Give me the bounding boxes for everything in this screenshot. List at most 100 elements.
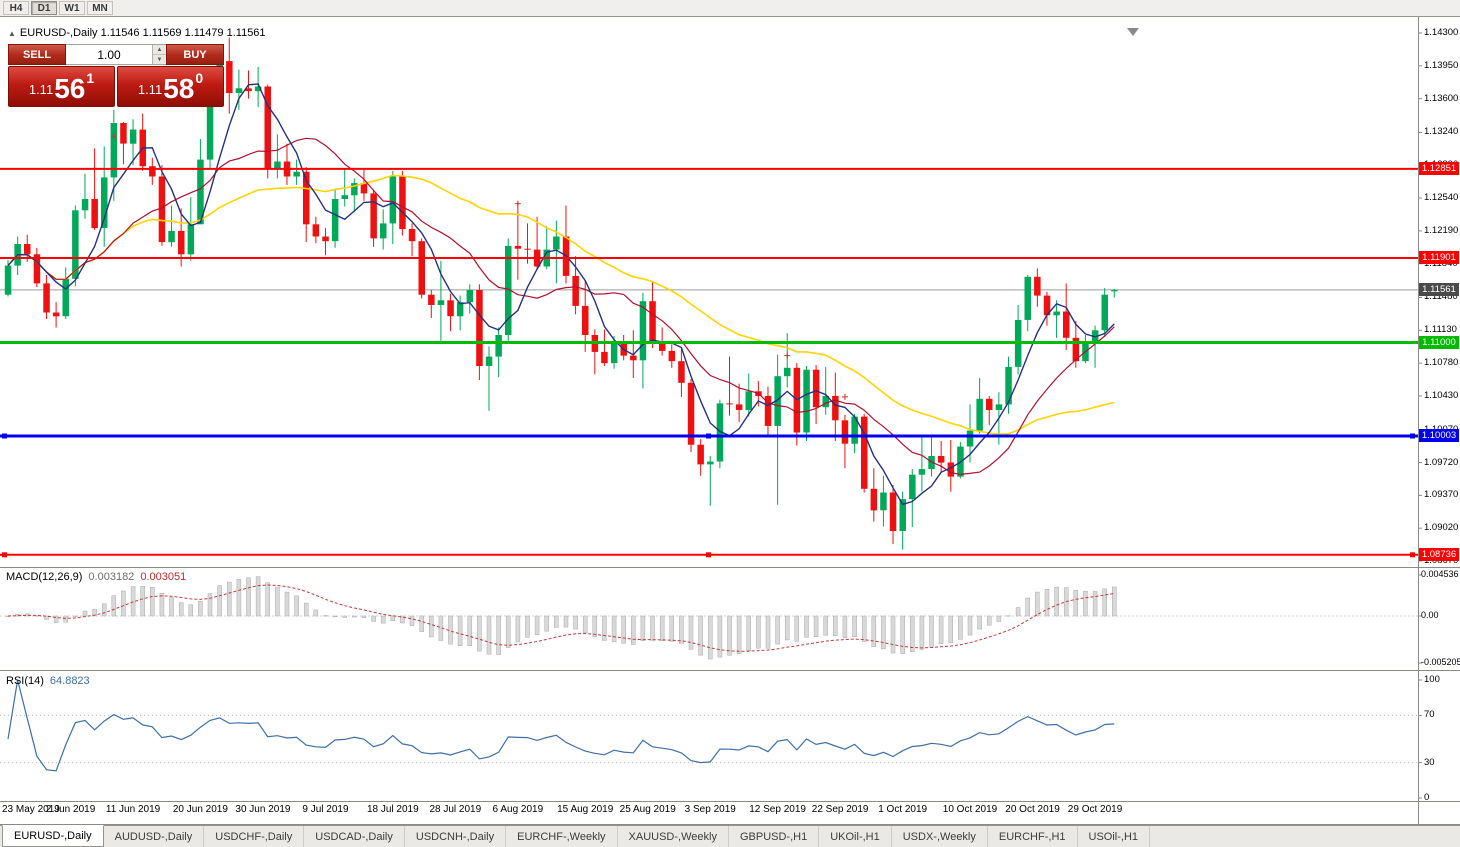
level-handle[interactable] xyxy=(706,433,711,439)
macd-bar xyxy=(400,615,405,624)
macd-bar xyxy=(217,585,222,617)
macd-bar xyxy=(361,615,367,618)
ma-34-line xyxy=(7,174,1115,436)
macd-bar xyxy=(1006,615,1011,617)
macd-signal-value: 0.003051 xyxy=(140,571,187,583)
macd-bar xyxy=(890,615,896,654)
candle-body xyxy=(264,86,271,169)
timeframe-w1[interactable]: W1 xyxy=(59,1,85,15)
macd-bar xyxy=(63,615,68,623)
rsi-name: RSI(14) xyxy=(6,675,44,687)
sell-price-big: 56 xyxy=(54,73,86,104)
tab-eurusd-daily[interactable]: EURUSD-,Daily xyxy=(2,825,104,847)
chart-shift-marker[interactable] xyxy=(1127,28,1139,36)
tab-audusd-daily[interactable]: AUDUSD-,Daily xyxy=(104,826,205,847)
tab-eurchf-h1[interactable]: EURCHF-,H1 xyxy=(988,826,1078,847)
level-handle[interactable] xyxy=(2,552,7,558)
candle-body xyxy=(24,244,31,255)
candle-body xyxy=(1053,311,1060,316)
macd-bar xyxy=(140,586,145,617)
macd-bar xyxy=(227,581,232,617)
candle-body xyxy=(62,278,69,317)
candle-body xyxy=(91,199,98,229)
candle-body xyxy=(447,300,454,317)
macd-bar xyxy=(342,615,347,618)
macd-bar xyxy=(150,586,155,617)
candle-body xyxy=(466,290,474,303)
tab-usdchf-daily[interactable]: USDCHF-,Daily xyxy=(204,826,305,847)
tab-gbpusd-h1[interactable]: GBPUSD-,H1 xyxy=(729,826,820,847)
candle-body xyxy=(735,404,743,410)
macd-bar xyxy=(371,615,376,622)
level-handle[interactable] xyxy=(1410,552,1415,558)
macd-main-value: 0.003182 xyxy=(88,571,135,583)
macd-bar xyxy=(910,615,915,652)
candle-body xyxy=(1024,276,1031,320)
macd-bar xyxy=(294,595,299,617)
macd-bar xyxy=(82,610,88,617)
macd-bar xyxy=(198,601,203,617)
macd-bar xyxy=(698,615,703,656)
buy-button[interactable]: BUY xyxy=(166,44,224,65)
sell-price-prefix: 1.11 xyxy=(28,82,54,97)
candle-body xyxy=(485,356,493,366)
candle-body xyxy=(582,305,589,335)
tab-usdcad-daily[interactable]: USDCAD-,Daily xyxy=(304,826,405,847)
candle-body xyxy=(966,430,974,447)
candle-body xyxy=(870,488,878,511)
candle-body xyxy=(399,176,406,229)
macd-bar xyxy=(996,615,1002,622)
buy-quote[interactable]: 1.11 58 0 xyxy=(117,66,224,107)
candle-body xyxy=(226,61,233,93)
candle-body xyxy=(1063,311,1070,338)
volume-input[interactable]: 1.00 ▲ ▼ xyxy=(66,44,166,65)
level-handle[interactable] xyxy=(706,552,711,558)
candle-body xyxy=(254,86,262,92)
tab-ukoil-h1[interactable]: UKOil-,H1 xyxy=(819,826,892,847)
tab-eurchf-weekly[interactable]: EURCHF-,Weekly xyxy=(506,826,618,847)
candle-body xyxy=(1101,294,1108,331)
candle-body xyxy=(687,382,695,445)
level-handle[interactable] xyxy=(2,433,7,439)
macd-bar xyxy=(477,615,482,652)
timeframe-h4[interactable]: H4 xyxy=(3,1,29,15)
level-handle[interactable] xyxy=(1410,433,1415,439)
candle-body xyxy=(197,159,204,225)
candle-body xyxy=(303,171,310,225)
candle-body xyxy=(206,90,214,160)
timeframe-d1[interactable]: D1 xyxy=(31,1,57,15)
tab-usoil-h1[interactable]: USOil-,H1 xyxy=(1078,826,1151,847)
macd-bar xyxy=(621,615,626,644)
timeframe-mn[interactable]: MN xyxy=(87,1,113,15)
macd-bar xyxy=(592,615,598,638)
volume-value[interactable]: 1.00 xyxy=(97,47,121,62)
candle-body xyxy=(947,462,955,477)
rsi-line xyxy=(7,679,1115,772)
volume-up-button[interactable]: ▲ xyxy=(153,45,166,55)
candle-body xyxy=(52,312,60,317)
macd-bar xyxy=(659,615,665,641)
macd-bar xyxy=(813,615,819,637)
sell-button[interactable]: SELL xyxy=(8,44,66,65)
tab-xauusd-weekly[interactable]: XAUUSD-,Weekly xyxy=(618,826,729,847)
macd-bar xyxy=(121,590,126,617)
volume-down-button[interactable]: ▼ xyxy=(153,55,166,64)
tab-usdcnh-daily[interactable]: USDCNH-,Daily xyxy=(405,826,507,847)
candle-body xyxy=(408,229,416,242)
macd-bar xyxy=(938,615,944,645)
candle-body xyxy=(370,193,377,239)
macd-bar xyxy=(804,615,809,638)
candle-body xyxy=(937,456,945,463)
macd-bar xyxy=(534,615,540,636)
collapse-arrow-icon[interactable]: ▲ xyxy=(8,28,16,38)
candle-body xyxy=(72,210,79,279)
sell-quote[interactable]: 1.11 56 1 xyxy=(8,66,115,107)
macd-bar xyxy=(53,615,59,623)
macd-bar xyxy=(631,615,636,645)
candle-body xyxy=(976,398,983,431)
macd-bar xyxy=(986,615,992,626)
macd-bar xyxy=(823,615,828,636)
candle-body xyxy=(841,420,849,444)
tab-usdx-weekly[interactable]: USDX-,Weekly xyxy=(892,826,988,847)
